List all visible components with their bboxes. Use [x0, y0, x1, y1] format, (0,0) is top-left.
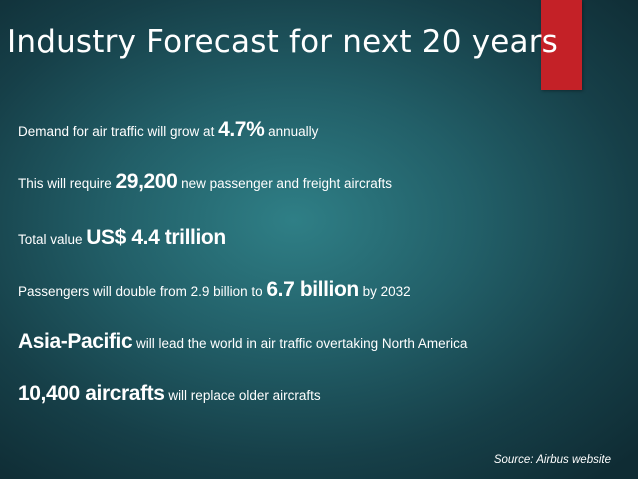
- bullet-text: Passengers will double from 2.9 billion …: [18, 284, 267, 299]
- bullet-text: Demand for air traffic will grow at: [18, 124, 219, 139]
- bullet-highlight: 4.7%: [218, 118, 265, 141]
- slide-title: Industry Forecast for next 20 years: [7, 24, 559, 60]
- source-note: Source: Airbus website: [493, 454, 611, 466]
- bullet-text: new passenger and freight aircrafts: [177, 176, 392, 191]
- bullet-item: Demand for air traffic will grow at 4.7%…: [18, 118, 318, 142]
- bullet-text: Total value: [18, 232, 87, 247]
- bullet-item: Asia-Pacific will lead the world in air …: [18, 330, 467, 354]
- bullet-highlight: Asia-Pacific: [18, 330, 133, 353]
- bullet-item: Total value US$ 4.4 trillion: [18, 226, 226, 250]
- bullet-highlight: 29,200: [115, 170, 178, 193]
- bullet-highlight: 6.7 billion: [266, 278, 359, 301]
- bullet-item: This will require 29,200 new passenger a…: [18, 170, 392, 194]
- bullet-highlight: 10,400 aircrafts: [18, 382, 165, 405]
- bullet-text: annually: [264, 124, 319, 139]
- bullet-item: 10,400 aircrafts will replace older airc…: [18, 382, 321, 406]
- bullet-item: Passengers will double from 2.9 billion …: [18, 278, 411, 302]
- bullet-highlight: US$ 4.4 trillion: [86, 226, 226, 249]
- bullet-text: will lead the world in air traffic overt…: [132, 336, 468, 351]
- accent-bar: [541, 0, 582, 90]
- bullet-text: by 2032: [358, 284, 411, 299]
- bullet-text: This will require: [18, 176, 116, 191]
- bullet-text: will replace older aircrafts: [164, 388, 321, 403]
